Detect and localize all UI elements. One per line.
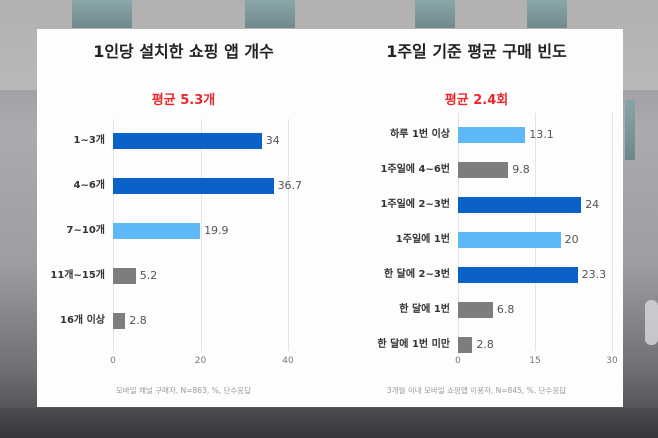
background-window: [72, 0, 132, 28]
bar: [113, 133, 262, 149]
category-label: 1주일에 1번: [395, 234, 450, 245]
bar: [113, 268, 136, 284]
average-label: 평균 2.4회: [444, 93, 509, 108]
background-window: [527, 0, 567, 28]
bar: [458, 302, 493, 318]
category-label: 한 달에 1번: [399, 304, 450, 315]
value-label: 34: [265, 134, 280, 147]
plot-area: 0 20 40 1~3개 34 4~6개 36.7 7~10개 19.9 11개~15개 5.2 16…: [50, 29, 302, 407]
average-label: 평균 5.3개: [151, 93, 216, 108]
x-tick-label: 0: [455, 356, 461, 366]
chart-title: 1주일 기준 평균 구매 빈도: [386, 42, 567, 61]
bar: [458, 127, 526, 143]
x-tick-label: 30: [606, 356, 618, 366]
bar: [458, 197, 582, 213]
bar-row: 1~3개 34: [74, 133, 288, 149]
x-tick-label: 15: [529, 356, 541, 366]
infographic-panel: 1인당 설치한 쇼핑 앱 개수 평균 5.3개 0 20 40 1~3개 34 4~6개 3…: [37, 29, 623, 407]
bar-row: 하루 1번 이상 13.1: [390, 127, 612, 143]
value-label: 23.3: [581, 268, 607, 281]
category-label: 하루 1번 이상: [390, 129, 450, 140]
bar-row: 1주일에 1번 20: [396, 232, 612, 248]
plot-area: 0 15 30 하루 1번 이상 13.1 1주일에 4~6번 9.8 1주일에 2~3번 24…: [377, 29, 618, 407]
bar-row: 한 달에 1번 미만 2.8: [377, 337, 612, 353]
category-label: 4~6개: [73, 180, 106, 191]
background-vehicle: [645, 300, 658, 345]
chart-footnote: 모바일 채널 구매자, N=863, %, 단수응답: [115, 386, 252, 395]
x-tick-label: 0: [110, 356, 116, 366]
value-label: 6.8: [496, 303, 515, 316]
background-road: [0, 408, 658, 438]
category-label: 한 달에 1번 미만: [377, 339, 450, 350]
background-window: [245, 0, 295, 28]
gridline: [288, 119, 289, 351]
background-window: [625, 100, 635, 160]
value-label: 9.8: [512, 163, 530, 176]
bar: [113, 313, 126, 329]
bar: [113, 178, 274, 194]
bar: [458, 232, 561, 248]
bar: [458, 162, 509, 178]
category-label: 11개~15개: [50, 270, 105, 281]
bar-row: 한 달에 2~3번 23.3: [384, 267, 612, 283]
bar-row: 한 달에 1번 6.8: [399, 302, 612, 318]
category-label: 1주일에 4~6번: [380, 164, 450, 175]
gridline: [612, 113, 613, 351]
bar: [458, 337, 473, 353]
bar: [458, 267, 578, 283]
bar-row: 1주일에 4~6번 9.8: [380, 162, 612, 178]
category-label: 1~3개: [73, 135, 106, 146]
value-label: 13.1: [529, 128, 554, 141]
bar-row: 1주일에 2~3번 24: [380, 197, 612, 213]
bar-row: 4~6개 36.7: [74, 178, 302, 194]
bar-row: 11개~15개 5.2: [50, 268, 288, 284]
chart-purchase-frequency: 1주일 기준 평균 구매 빈도 평균 2.4회 0 15 30 하루 1번 이상 13.…: [330, 29, 623, 407]
value-label: 5.2: [139, 269, 158, 282]
chart-title: 1인당 설치한 쇼핑 앱 개수: [93, 42, 274, 61]
category-label: 한 달에 2~3번: [383, 269, 450, 280]
value-label: 20: [564, 233, 579, 246]
category-label: 1주일에 2~3번: [380, 199, 450, 210]
bar-row: 16개 이상 2.8: [60, 313, 288, 329]
x-tick-label: 20: [194, 356, 207, 366]
x-tick-label: 40: [282, 356, 294, 366]
background-window: [415, 0, 455, 28]
value-label: 2.8: [129, 314, 147, 327]
category-label: 16개 이상: [60, 315, 105, 326]
gridline: [200, 119, 202, 351]
value-label: 19.9: [204, 224, 229, 237]
chart-footnote: 3개월 이내 모바일 쇼핑앱 이용자, N=845, %, 단수응답: [386, 386, 567, 395]
bar-row: 7~10개 19.9: [67, 223, 288, 239]
category-label: 7~10개: [66, 225, 105, 236]
value-label: 24: [585, 198, 600, 211]
value-label: 2.8: [476, 338, 494, 351]
bar: [113, 223, 201, 239]
chart-installed-apps: 1인당 설치한 쇼핑 앱 개수 평균 5.3개 0 20 40 1~3개 34 4~6개 3…: [37, 29, 330, 407]
value-label: 36.7: [277, 179, 303, 192]
